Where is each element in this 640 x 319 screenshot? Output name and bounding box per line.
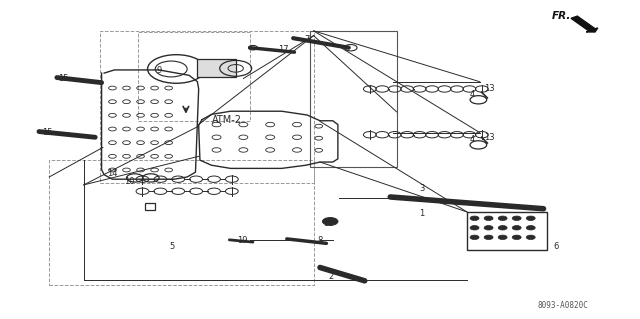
Text: 15: 15 bbox=[42, 128, 52, 137]
Text: 7: 7 bbox=[305, 35, 310, 44]
Circle shape bbox=[498, 235, 507, 240]
Circle shape bbox=[526, 216, 535, 220]
Circle shape bbox=[484, 216, 493, 220]
Text: 2: 2 bbox=[329, 272, 334, 281]
Bar bbox=[467, 212, 547, 250]
Bar bbox=[100, 31, 314, 183]
Text: 19: 19 bbox=[237, 236, 247, 245]
Circle shape bbox=[526, 226, 535, 230]
Bar bbox=[49, 160, 314, 285]
Bar bbox=[310, 31, 397, 167]
Circle shape bbox=[484, 226, 493, 230]
Circle shape bbox=[512, 226, 521, 230]
Bar bbox=[145, 203, 156, 210]
Text: ATM-2: ATM-2 bbox=[211, 115, 241, 125]
Circle shape bbox=[512, 235, 521, 240]
Text: 9: 9 bbox=[156, 66, 162, 75]
Circle shape bbox=[470, 235, 479, 240]
Circle shape bbox=[526, 235, 535, 240]
Text: 6: 6 bbox=[554, 242, 559, 251]
Bar bbox=[138, 33, 250, 122]
Text: 1: 1 bbox=[420, 209, 425, 218]
Text: 18: 18 bbox=[323, 219, 333, 227]
Text: 3: 3 bbox=[419, 184, 425, 193]
Text: 13: 13 bbox=[484, 133, 495, 142]
Circle shape bbox=[512, 216, 521, 220]
Text: 5: 5 bbox=[169, 242, 175, 251]
Text: FR.: FR. bbox=[552, 11, 571, 21]
Circle shape bbox=[323, 218, 338, 225]
Circle shape bbox=[498, 226, 507, 230]
Text: 10: 10 bbox=[124, 177, 135, 186]
Circle shape bbox=[484, 235, 493, 240]
Text: 4: 4 bbox=[469, 90, 475, 99]
Circle shape bbox=[498, 216, 507, 220]
Circle shape bbox=[470, 226, 479, 230]
Text: 13: 13 bbox=[484, 85, 495, 93]
Circle shape bbox=[470, 216, 479, 220]
Text: 4: 4 bbox=[469, 135, 475, 144]
Text: 17: 17 bbox=[278, 45, 289, 55]
FancyArrow shape bbox=[571, 16, 598, 32]
Text: 14: 14 bbox=[108, 169, 118, 178]
Text: 15: 15 bbox=[58, 74, 68, 83]
Text: 8: 8 bbox=[317, 236, 323, 245]
Text: 8093-A0820C: 8093-A0820C bbox=[537, 301, 588, 310]
Bar bbox=[197, 59, 236, 77]
